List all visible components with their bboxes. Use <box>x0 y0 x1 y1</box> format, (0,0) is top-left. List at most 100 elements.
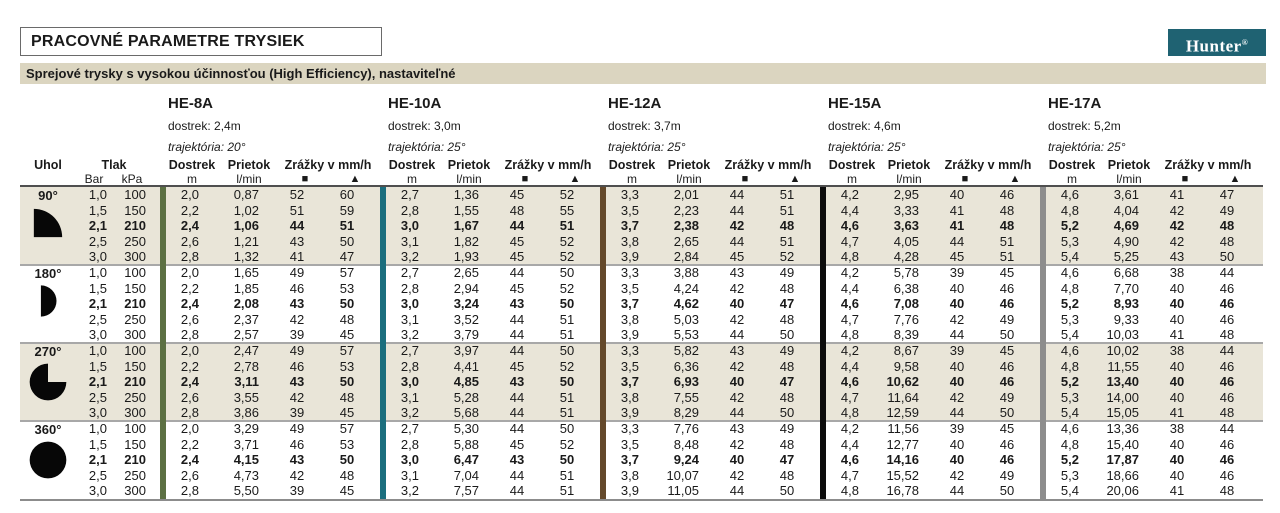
cell-dostrek: 3,8 <box>620 233 639 249</box>
cell-dostrek: 3,7 <box>620 296 639 312</box>
cell-dostrek: 2,0 <box>180 187 199 202</box>
cell-zrazky-square: 40 <box>729 452 745 468</box>
cell-zrazky-triangle: 51 <box>559 467 575 483</box>
cell-zrazky-triangle: 51 <box>559 483 575 499</box>
cell-prietok: 2,65 <box>453 265 479 280</box>
cell-tlak-bar: 1,5 <box>88 436 107 452</box>
nozzle-headers-row: HE-8A dostrek: 2,4m trajektória: 20° HE-10A… <box>160 92 1263 158</box>
cell-prietok: 10,03 <box>1106 327 1139 343</box>
cell-zrazky-square: 43 <box>509 452 525 468</box>
cell-zrazky-square: 44 <box>729 233 745 249</box>
unit-lmin: l/min <box>456 172 482 186</box>
cell-tlak-bar: 1,0 <box>88 265 107 280</box>
cell-tlak-bar: 1,5 <box>88 358 107 374</box>
nozzle-header-he-17a: HE-17A dostrek: 5,2m trajektória: 25° <box>1040 92 1260 158</box>
cell-zrazky-square: 40 <box>1169 389 1185 405</box>
cell-dostrek: 3,7 <box>620 218 639 234</box>
section-stripe-he-17a <box>1040 187 1046 499</box>
cell-prietok: 2,57 <box>233 327 259 343</box>
cell-dostrek: 3,5 <box>620 436 639 452</box>
cell-zrazky-square: 42 <box>1169 218 1185 234</box>
unit-m: m <box>187 172 197 186</box>
col-header-zrazky: Zrážky v mm/h <box>1164 158 1252 172</box>
cell-dostrek: 5,3 <box>1060 233 1079 249</box>
cell-dostrek: 3,0 <box>400 374 419 390</box>
cell-zrazky-triangle: 50 <box>779 327 795 343</box>
table-row: 3,0 300 2,8 2,57 39 45 3,2 3,79 44 51 3,9 5,53 44 50 4… <box>20 327 1263 343</box>
nozzle-trajektoria: trajektória: 25° <box>1048 140 1126 154</box>
table-row: 2,5 250 2,6 2,37 42 48 3,1 3,52 44 51 3,8 5,03 42 48 4… <box>20 312 1263 328</box>
cell-tlak-bar: 1,5 <box>88 280 107 296</box>
cell-zrazky-square: 40 <box>1169 311 1185 327</box>
cell-prietok: 2,84 <box>673 249 699 265</box>
angle-label: 360° <box>34 422 62 437</box>
cell-dostrek: 3,5 <box>620 202 639 218</box>
cell-dostrek: 4,8 <box>840 249 859 265</box>
nozzle-trajektoria: trajektória: 20° <box>168 140 246 154</box>
angle-cell: 180° <box>20 265 76 343</box>
cell-prietok: 7,76 <box>673 421 699 436</box>
table-row: 3,0 300 2,8 5,50 39 45 3,2 7,57 44 51 3,9 11,05 44 50… <box>20 483 1263 499</box>
cell-zrazky-square: 39 <box>949 265 965 280</box>
cell-dostrek: 3,0 <box>400 296 419 312</box>
cell-zrazky-triangle: 50 <box>559 296 575 312</box>
cell-tlak-bar: 2,5 <box>88 233 107 249</box>
cell-dostrek: 2,6 <box>180 467 199 483</box>
cell-tlak-kpa: 100 <box>124 187 146 202</box>
cell-zrazky-triangle: 46 <box>1219 311 1235 327</box>
table-row: 3,0 300 2,8 3,86 39 45 3,2 5,68 44 51 3,9 8,29 44 50 4… <box>20 405 1263 421</box>
cell-prietok: 4,28 <box>893 249 919 265</box>
cell-zrazky-triangle: 48 <box>779 358 795 374</box>
cell-dostrek: 5,4 <box>1060 483 1079 499</box>
cell-zrazky-triangle: 47 <box>1219 187 1235 202</box>
cell-prietok: 6,93 <box>673 374 699 390</box>
registered-mark: ® <box>1241 38 1249 47</box>
cell-zrazky-triangle: 45 <box>999 265 1015 280</box>
unit-lmin: l/min <box>896 172 922 186</box>
angle-cell: 90° <box>20 187 76 265</box>
nozzle-header-he-8a: HE-8A dostrek: 2,4m trajektória: 20° <box>160 92 380 158</box>
cell-prietok: 4,69 <box>1113 218 1139 234</box>
cell-tlak-bar: 1,5 <box>88 202 107 218</box>
cell-dostrek: 2,4 <box>180 296 199 312</box>
cell-zrazky-triangle: 51 <box>779 233 795 249</box>
cell-zrazky-triangle: 46 <box>1219 296 1235 312</box>
cell-zrazky-square: 44 <box>509 311 525 327</box>
cell-zrazky-triangle: 51 <box>559 311 575 327</box>
col-header-dostrek: Dostrek <box>828 158 876 172</box>
cell-zrazky-square: 44 <box>509 405 525 421</box>
cell-dostrek: 3,7 <box>620 452 639 468</box>
cell-zrazky-square: 44 <box>509 389 525 405</box>
cell-dostrek: 3,3 <box>620 187 639 202</box>
cell-prietok: 1,65 <box>233 265 259 280</box>
cell-dostrek: 4,4 <box>840 280 859 296</box>
cell-prietok: 11,56 <box>887 421 919 436</box>
cell-zrazky-triangle: 48 <box>339 311 355 327</box>
hunter-logo-text: Hunter <box>1185 36 1242 56</box>
cell-zrazky-square: 44 <box>509 265 525 280</box>
cell-dostrek: 5,3 <box>1060 311 1079 327</box>
cell-dostrek: 4,2 <box>840 421 859 436</box>
cell-zrazky-square: 40 <box>1169 296 1185 312</box>
cell-prietok: 2,47 <box>233 343 259 358</box>
cell-prietok: 14,16 <box>886 452 919 468</box>
angle-label: 270° <box>34 344 62 359</box>
cell-prietok: 3,11 <box>234 374 259 390</box>
unit-lmin: l/min <box>1116 172 1142 186</box>
cell-zrazky-triangle: 48 <box>1219 218 1235 234</box>
table-row: 1,5 150 2,2 3,71 46 53 2,8 5,88 45 52 3,5 8,48 42 48 4… <box>20 437 1263 453</box>
cell-prietok: 4,15 <box>233 452 259 468</box>
cell-dostrek: 3,9 <box>620 249 639 265</box>
cell-prietok: 5,53 <box>673 327 699 343</box>
cell-zrazky-triangle: 48 <box>1219 327 1235 343</box>
cell-prietok: 12,77 <box>886 436 919 452</box>
cell-zrazky-triangle: 50 <box>999 405 1015 421</box>
cell-zrazky-square: 44 <box>729 483 745 499</box>
cell-prietok: 9,33 <box>1113 311 1139 327</box>
cell-zrazky-square: 44 <box>949 233 965 249</box>
cell-zrazky-triangle: 48 <box>779 467 795 483</box>
cell-prietok: 5,68 <box>453 405 479 421</box>
cell-dostrek: 4,4 <box>840 436 859 452</box>
cell-tlak-kpa: 150 <box>124 202 146 218</box>
cell-zrazky-triangle: 50 <box>779 483 795 499</box>
